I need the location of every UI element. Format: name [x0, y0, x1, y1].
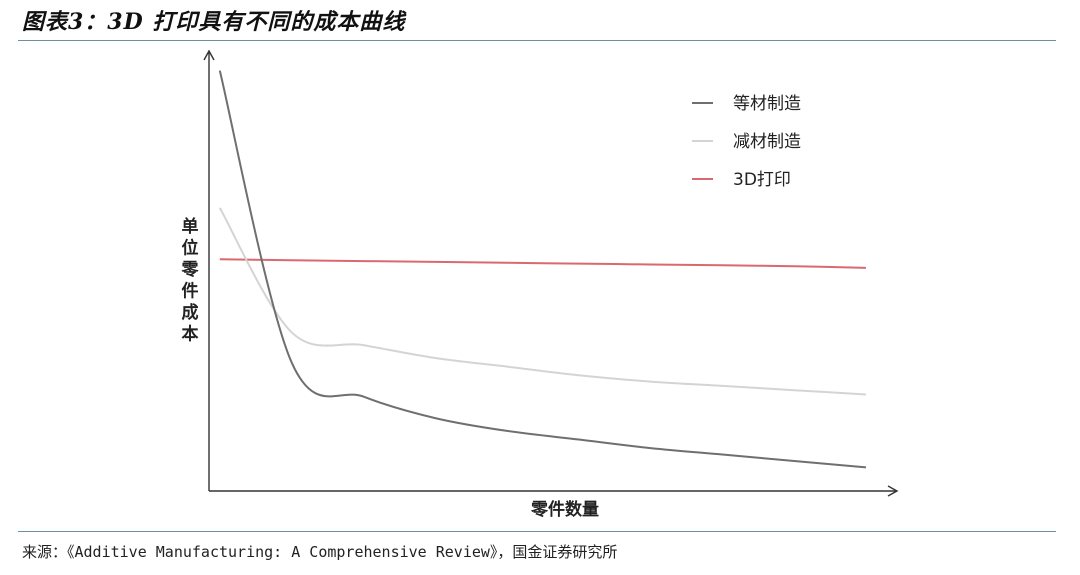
- source-note: 来源：《Additive Manufacturing: A Comprehens…: [22, 543, 618, 561]
- legend-label-3: 3D打印: [733, 170, 791, 190]
- y-axis-label-char: 本: [182, 324, 199, 345]
- y-axis-arrow: [203, 49, 215, 61]
- bottom-divider: [18, 531, 1056, 532]
- axes: [203, 49, 899, 497]
- y-axis-label-char: 件: [182, 281, 199, 302]
- series-line-2: [218, 207, 867, 396]
- series-line-3: [219, 258, 867, 269]
- y-axis-label-char: 零: [181, 260, 200, 280]
- x-axis-label: 零件数量: [530, 499, 599, 520]
- legend-label-1: 等材制造: [733, 94, 801, 114]
- x-axis-arrow: [887, 485, 899, 497]
- top-divider: [18, 40, 1056, 41]
- y-axis-label-char: 成: [182, 302, 199, 323]
- y-axis-label-char: 单: [182, 216, 199, 237]
- series-layer: [218, 70, 867, 469]
- y-axis-label-char: 位: [182, 238, 199, 259]
- figure-title: 图表3：3D 打印具有不同的成本曲线: [22, 9, 406, 35]
- legend-label-2: 减材制造: [733, 132, 801, 152]
- series-line-1: [218, 70, 867, 469]
